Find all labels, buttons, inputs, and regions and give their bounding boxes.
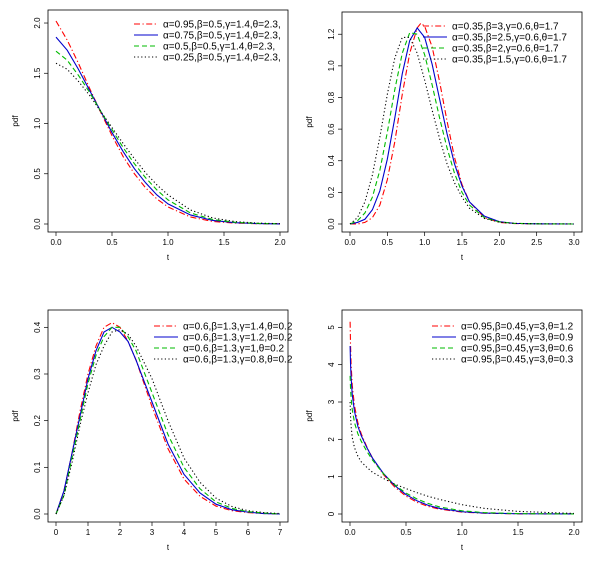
y-tick-label: 1.2 [327,28,336,40]
y-tick-label: 0.5 [33,168,42,180]
x-tick-label: 1.0 [456,528,468,537]
legend-entry: α=0.95,β=0.45,γ=3,θ=1.2 [461,322,574,333]
series-line-2 [55,326,281,515]
y-tick-label: 0.4 [33,321,42,333]
y-tick-label: 4 [327,362,336,367]
x-tick-label: 0.5 [400,528,412,537]
y-tick-label: 2 [327,437,336,442]
y-axis-label: pdf [305,410,314,422]
plot-frame [47,309,289,523]
x-tick-label: 3.0 [568,238,580,247]
y-tick-label: 1.5 [33,67,42,79]
legend-entry: α=0.95,β=0.45,γ=3,θ=0.9 [461,333,574,344]
legend-entry: α=0.75,β=0.5,γ=1.4,θ=2.3, [163,31,281,42]
series-line-2 [349,26,575,225]
legend-entry: α=0.95,β=0.45,γ=3,θ=0.3 [461,355,574,366]
series-line-3 [349,375,575,515]
legend-entry: α=0.95,β=0.45,γ=3,θ=0.6 [461,344,574,355]
series-line-4 [349,36,575,225]
plot-panel-1: 0.0 0.5 1.0 1.5 2.0 0.0 0.5 1.0 1.5 2.0 t pdf α=0.95… [11,9,289,262]
series-line-4 [55,62,281,225]
x-tick-label: 2.0 [274,238,286,247]
y-tick-label: 3 [327,399,336,404]
series-line-3 [55,326,281,515]
series-line-1 [55,322,281,515]
x-tick-label: 1.0 [162,238,174,247]
y-axis-label: pdf [11,115,20,127]
x-tick-label: 5 [214,528,219,537]
series-line-2 [349,345,575,515]
legend-entry: α=0.95,β=0.5,γ=1.4,θ=2.3, [163,20,281,31]
x-tick-label: 0.5 [106,238,118,247]
legend-entry: α=0.5,β=0.5,γ=1.4,θ=2.3, [163,42,275,53]
y-tick-label: 0 [327,511,336,516]
legend: α=0.35,β=3,γ=0.6,θ=1.7α=0.35,β=2.5,γ=0.6… [423,22,567,66]
x-tick-label: 1.5 [456,238,468,247]
legend-entry: α=0.35,β=2,γ=0.6,θ=1.7 [452,44,559,55]
x-tick-label: 2 [118,528,123,537]
x-tick-label: 0.0 [344,528,356,537]
legend-entry: α=0.25,β=0.5,γ=1.4,θ=2.3, [163,53,281,64]
legend-entry: α=0.6,β=1.3,γ=0.8,θ=0.2 [183,355,293,366]
x-axis-label: t [461,253,464,262]
series-line-1 [55,20,281,225]
x-tick-label: 7 [278,528,283,537]
series-line-4 [55,329,281,515]
x-axis-label: t [167,543,170,552]
x-tick-label: 1.5 [218,238,230,247]
y-axis-label: pdf [305,116,314,128]
series-line-2 [55,36,281,225]
y-axis-label: pdf [11,410,20,422]
y-tick-label: 0.0 [33,508,42,520]
x-tick-label: 0.0 [344,238,356,247]
y-tick-label: 1.0 [327,60,336,72]
y-tick-label: 5 [327,325,336,330]
legend-entry: α=0.35,β=3,γ=0.6,θ=1.7 [452,22,559,33]
x-tick-label: 2.0 [568,528,580,537]
x-tick-label: 2.0 [494,238,506,247]
y-tick-label: 0.3 [33,368,42,380]
x-tick-label: 2.5 [531,238,543,247]
y-tick-label: 0.8 [327,91,336,103]
legend-entry: α=0.6,β=1.3,γ=1.2,θ=0.2 [183,333,293,344]
x-tick-label: 1.5 [512,528,524,537]
y-tick-label: 0.1 [33,461,42,473]
legend-entry: α=0.6,β=1.3,γ=1,θ=0.2 [183,344,284,355]
y-tick-label: 0.0 [33,218,42,230]
legend: α=0.95,β=0.5,γ=1.4,θ=2.3,α=0.75,β=0.5,γ=… [134,20,281,64]
y-tick-label: 1 [327,474,336,479]
y-tick-label: 0.4 [327,155,336,167]
x-tick-label: 3 [150,528,155,537]
x-tick-label: 4 [182,528,187,537]
y-tick-label: 0.2 [33,415,42,427]
x-tick-label: 6 [246,528,251,537]
legend: α=0.95,β=0.45,γ=3,θ=1.2α=0.95,β=0.45,γ=3… [432,322,574,366]
x-tick-label: 0.0 [50,238,62,247]
y-tick-label: 0.2 [327,186,336,198]
x-tick-label: 1 [86,528,91,537]
x-axis-label: t [167,253,170,262]
plot-panel-4: 0.0 0.5 1.0 1.5 2.0 0 1 2 3 4 5 t pdf α=0.95,β=0.45,γ… [305,309,583,552]
series-line-3 [55,50,281,225]
y-tick-label: 1.0 [33,117,42,129]
legend-entry: α=0.6,β=1.3,γ=1.4,θ=0.2 [183,322,293,333]
y-tick-label: 0.0 [327,218,336,230]
y-tick-label: 2.0 [33,17,42,29]
legend: α=0.6,β=1.3,γ=1.4,θ=0.2α=0.6,β=1.3,γ=1.2… [154,322,293,366]
x-axis-label: t [461,543,464,552]
legend-entry: α=0.35,β=2.5,γ=0.6,θ=1.7 [452,33,567,44]
x-tick-label: 0.5 [382,238,394,247]
y-tick-label: 0.6 [327,123,336,135]
plot-panel-2: 0.0 0.5 1.0 1.5 2.0 2.5 3.0 0.0 0.2 0.4 0.6 0.8 1.0 1… [305,11,583,262]
legend-entry: α=0.35,β=1.5,γ=0.6,θ=1.7 [452,55,567,66]
plot-panel-3: 0 1 2 3 4 5 6 7 0.0 0.1 0.2 0.3 0.4 t pdf α=0.6,β=1.3,γ… [11,309,293,552]
x-tick-label: 1.0 [419,238,431,247]
x-tick-label: 0 [54,528,59,537]
series-line-4 [349,401,575,514]
